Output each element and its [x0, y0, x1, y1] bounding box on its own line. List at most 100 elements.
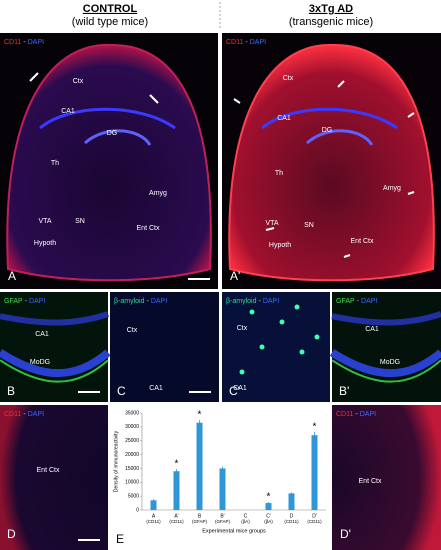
panel: CD11- DAPI Ent Ctx D — [0, 405, 108, 550]
dg-layer — [329, 349, 441, 378]
panel-letter: D — [7, 527, 16, 541]
arrow — [233, 98, 241, 104]
x-tick-label: C — [244, 513, 248, 519]
region-label: CA1 — [233, 385, 247, 392]
panel-letter: B' — [339, 384, 349, 398]
arrow — [407, 112, 415, 118]
significance: * — [267, 492, 271, 503]
region-label: DG — [107, 130, 118, 137]
legend: CD11- DAPI — [226, 39, 266, 46]
x-tick-label: B' — [220, 513, 224, 519]
x-tick-group: (CD11) — [169, 519, 184, 524]
x-tick-group: (CD11) — [146, 519, 161, 524]
header: CONTROL (wild type mice) 3xTg AD (transg… — [72, 3, 373, 28]
plaque — [299, 349, 305, 355]
region-label: Ent Ctx — [37, 467, 60, 474]
y-tick-label: 5000 — [128, 493, 139, 499]
plaque — [259, 344, 265, 350]
region-label: Ctx — [237, 325, 248, 332]
header-title: CONTROL — [83, 3, 138, 15]
x-tick-group: (CD11) — [307, 519, 322, 524]
legend: CD11- DAPI — [4, 39, 44, 46]
header-subtitle: (transgenic mice) — [289, 16, 373, 28]
astrocytes — [331, 359, 441, 383]
region-label: CA1 — [35, 331, 49, 338]
x-tick-group: (CD11) — [284, 519, 299, 524]
dentate-gyrus — [83, 129, 152, 146]
arrow — [407, 191, 415, 195]
legend: β-amyloid - DAPI — [114, 298, 167, 305]
legend-part: - — [23, 411, 26, 418]
region-label: Amyg — [149, 190, 167, 197]
x-tick-label: C' — [266, 513, 271, 519]
x-axis-label: Experimental mice groups — [202, 528, 266, 534]
legend-part: DAPI — [263, 298, 279, 305]
legend: β-amyloid - DAPI — [226, 298, 279, 305]
x-tick-group: (GFAP) — [192, 519, 208, 524]
astrocytes — [0, 359, 109, 383]
panel-letter: A' — [230, 269, 240, 283]
legend-part: CD11 — [4, 411, 21, 418]
image — [110, 292, 219, 402]
y-tick-label: 25000 — [125, 438, 139, 444]
region-label: VTA — [265, 220, 278, 227]
bar — [311, 435, 318, 510]
panel-letter: E — [116, 532, 124, 546]
arrow — [265, 227, 275, 231]
plaque — [279, 319, 285, 325]
brain-section — [228, 43, 435, 282]
panel-letter: A — [8, 269, 16, 283]
region-label: MoDG — [30, 359, 50, 366]
region-label: CA1 — [61, 108, 75, 115]
image — [332, 292, 441, 402]
bar — [196, 422, 203, 510]
y-tick-label: 0 — [136, 507, 139, 513]
legend-part: DAPI — [28, 411, 44, 418]
ca1-layer — [331, 311, 441, 326]
bar — [150, 500, 157, 510]
arrow — [343, 254, 351, 258]
legend-part: - — [245, 39, 248, 46]
panel-letter: C — [117, 384, 126, 398]
x-tick-label: B — [198, 513, 202, 519]
legend-part: β-amyloid — [226, 298, 257, 305]
region-label: Hypoth — [269, 242, 291, 249]
x-tick-group: (βA) — [264, 519, 273, 524]
plaque — [239, 369, 245, 375]
region-label: Th — [51, 160, 59, 167]
region-label: Ctx — [73, 78, 84, 85]
region-label: CA1 — [365, 326, 379, 333]
region-label: Amyg — [383, 185, 401, 192]
x-tick-group: (βA) — [241, 519, 250, 524]
legend-part: CD11 — [336, 411, 353, 418]
panel: β-amyloid - DAPI Ctx CA1 C — [110, 292, 219, 402]
panel-letter: C' — [229, 384, 240, 398]
legend: GFAP - DAPI — [4, 298, 45, 305]
legend: CD11- DAPI — [336, 411, 376, 418]
legend-part: CD11 — [4, 39, 21, 46]
y-tick-label: 20000 — [125, 452, 139, 458]
legend-part: - — [146, 298, 149, 305]
image — [0, 292, 108, 402]
y-axis-label: Density of immunoreactivity — [113, 430, 119, 492]
legend: CD11- DAPI — [4, 411, 44, 418]
plaque — [249, 309, 255, 315]
dentate-gyrus — [305, 129, 374, 146]
region-label: Ent Ctx — [137, 225, 160, 232]
region-label: Ctx — [127, 327, 138, 334]
x-tick-label: D — [290, 513, 294, 519]
legend-part: DAPI — [361, 298, 377, 305]
legend-part: DAPI — [250, 39, 266, 46]
panel: GFAP - DAPI CA1 MoDG B — [0, 292, 111, 402]
legend-part: - — [25, 298, 28, 305]
region-label: Ent Ctx — [351, 238, 374, 245]
panel-letter: D' — [340, 527, 351, 541]
chart: 0 5000 10000 15000 20000 25000 30000 35000 Densi… — [113, 410, 326, 546]
region-label: Th — [275, 170, 283, 177]
legend-part: β-amyloid — [114, 298, 145, 305]
region-label: VTA — [38, 218, 51, 225]
panel: CD11- DAPI Ctx CA1 DG Th Amyg VTA SN Hypoth Ent Ct… — [222, 33, 441, 289]
hippocampus — [261, 107, 398, 130]
